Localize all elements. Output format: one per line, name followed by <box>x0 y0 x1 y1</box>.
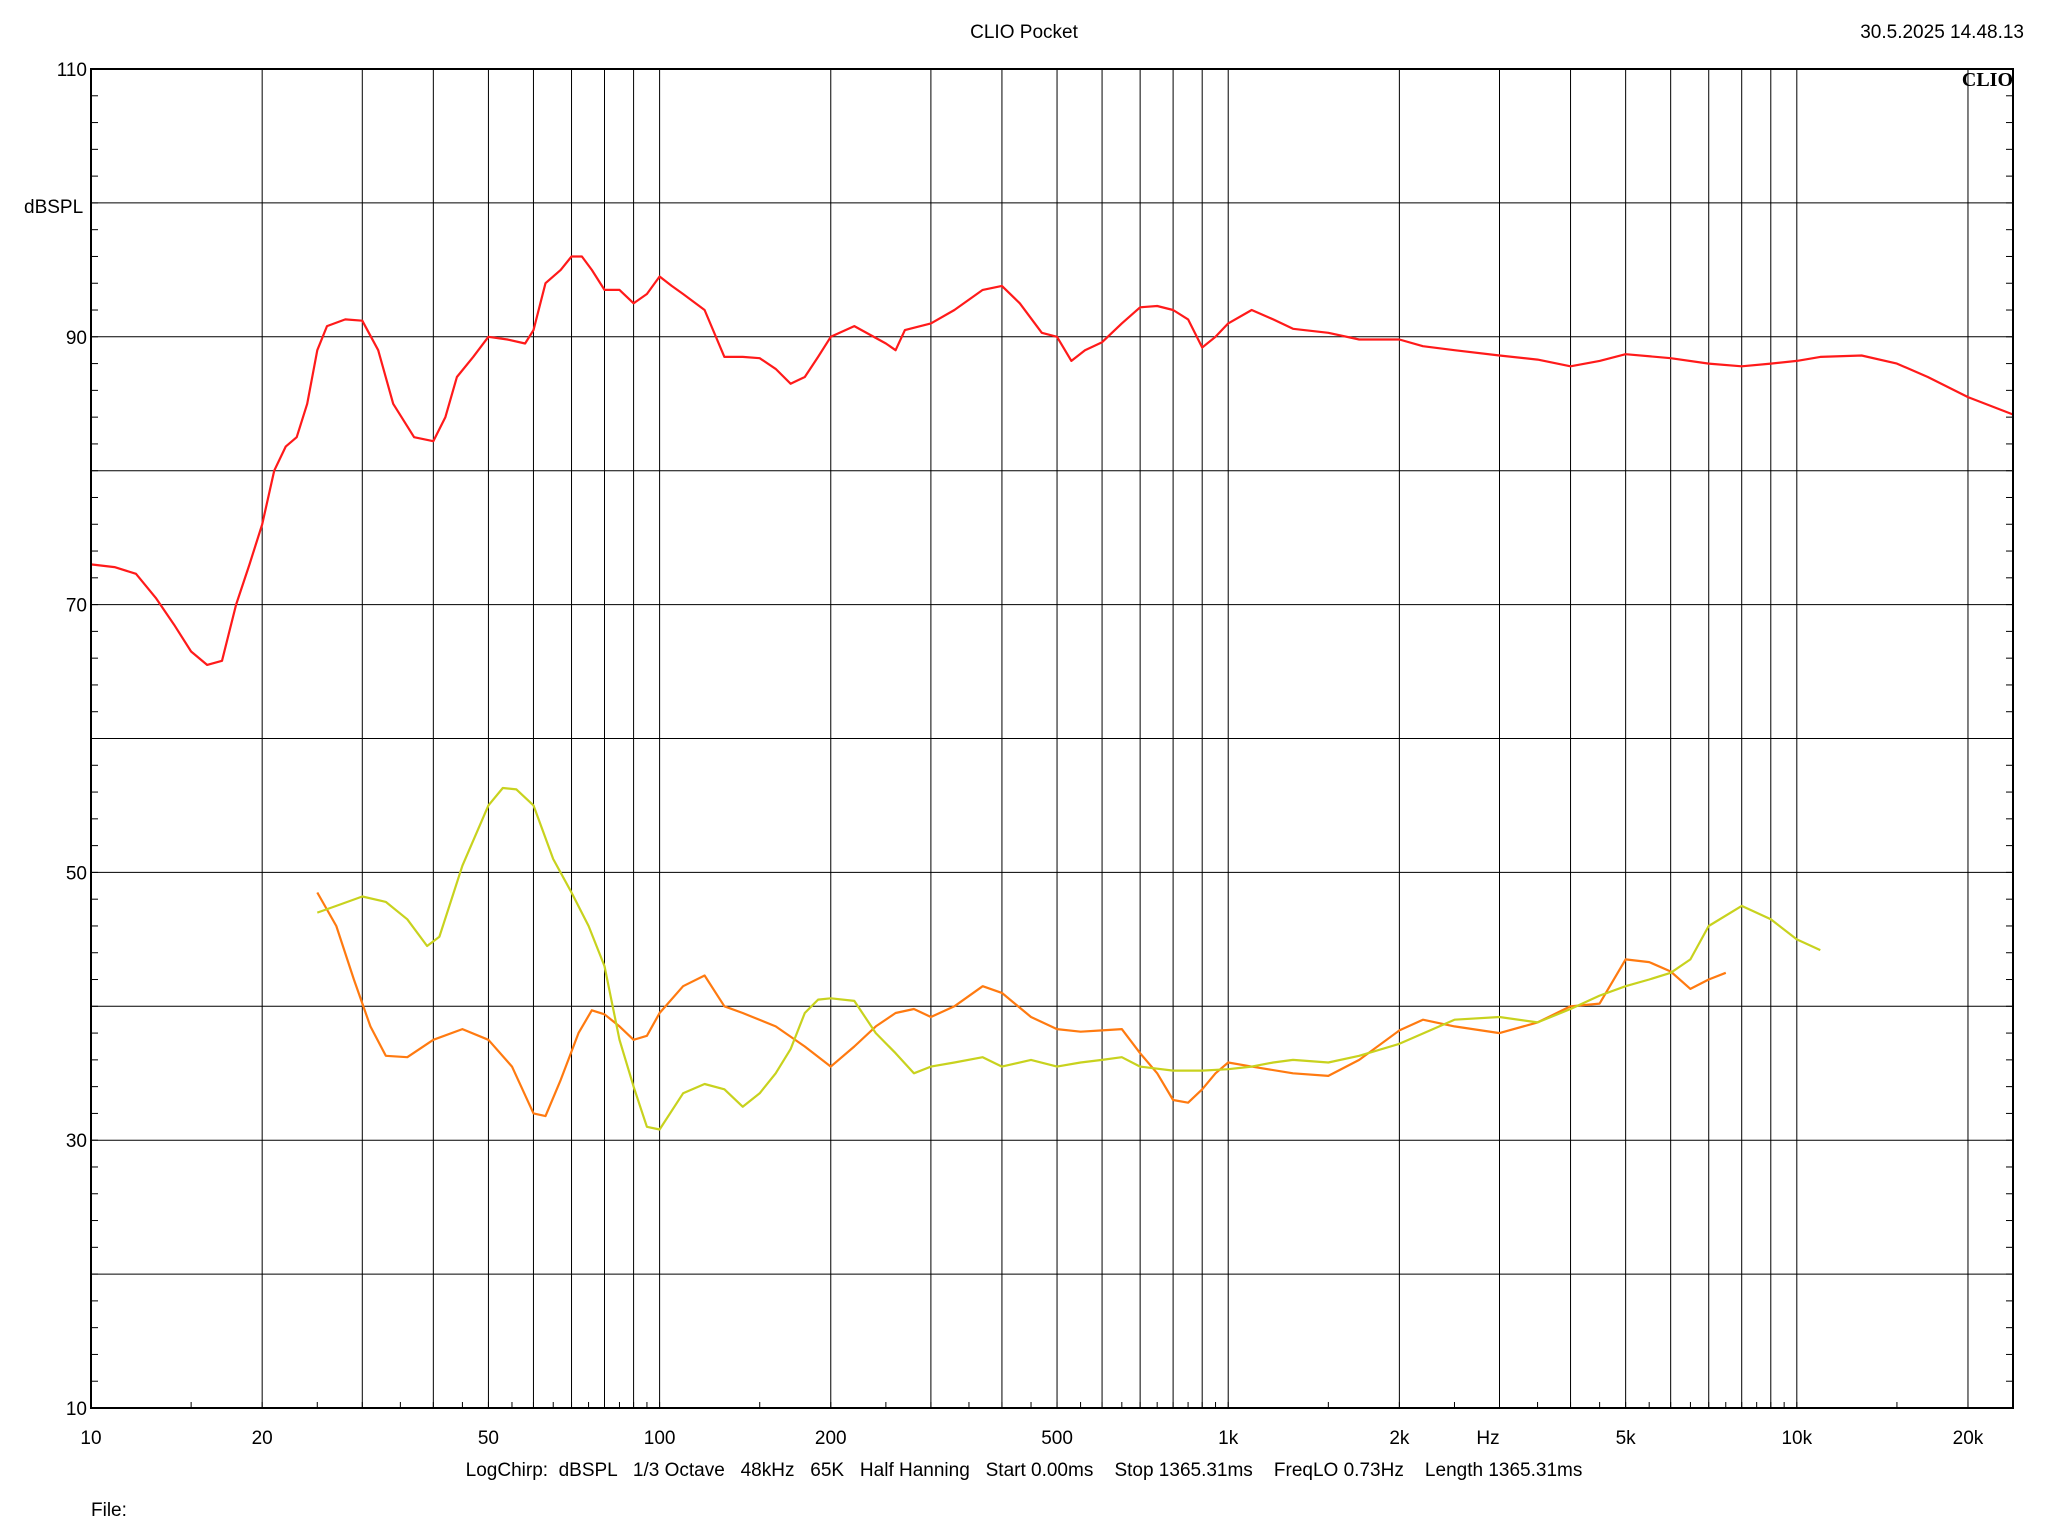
chart-title: CLIO Pocket <box>970 22 1078 43</box>
x-tick-label: 5k <box>1616 1428 1637 1449</box>
series-line-3 <box>316 786 1821 1131</box>
grid-lines <box>91 69 2013 1408</box>
y-tick-label: 50 <box>66 863 87 884</box>
x-tick-label: 1k <box>1218 1428 1239 1449</box>
y-tick-label: 10 <box>66 1399 87 1420</box>
tick-labels: 110 90 70 50 30 10 10 20 50 100 200 500 1k 2k 5k 10k 20k <box>57 60 1984 1449</box>
y-tick-label: 70 <box>66 596 87 617</box>
series-layer <box>90 255 2014 1131</box>
clio-watermark: CLIO <box>1962 69 2013 91</box>
series-line-1 <box>90 255 2014 666</box>
timestamp: 30.5.2025 14.48.13 <box>1860 22 2024 43</box>
x-tick-label: 100 <box>644 1428 676 1449</box>
y-tick-label: 110 <box>57 60 87 81</box>
y-tick-label: 30 <box>66 1131 87 1152</box>
x-tick-label: 500 <box>1041 1428 1073 1449</box>
tick-marks <box>91 68 2013 1409</box>
x-tick-label: 20k <box>1953 1428 1984 1449</box>
series-line-2 <box>316 891 1727 1118</box>
x-tick-label: 10k <box>1781 1428 1812 1449</box>
x-tick-label: 200 <box>815 1428 847 1449</box>
measurement-settings: LogChirp: dBSPL 1/3 Octave 48kHz 65K Hal… <box>465 1460 1583 1481</box>
x-tick-label: 10 <box>80 1428 101 1449</box>
y-tick-label: 90 <box>66 328 87 349</box>
x-axis-label: Hz <box>1476 1428 1499 1449</box>
x-tick-label: 50 <box>478 1428 499 1449</box>
x-tick-label: 2k <box>1389 1428 1410 1449</box>
y-axis-label: dBSPL <box>24 197 83 218</box>
x-tick-label: 20 <box>252 1428 273 1449</box>
file-label: File: <box>91 1500 127 1521</box>
